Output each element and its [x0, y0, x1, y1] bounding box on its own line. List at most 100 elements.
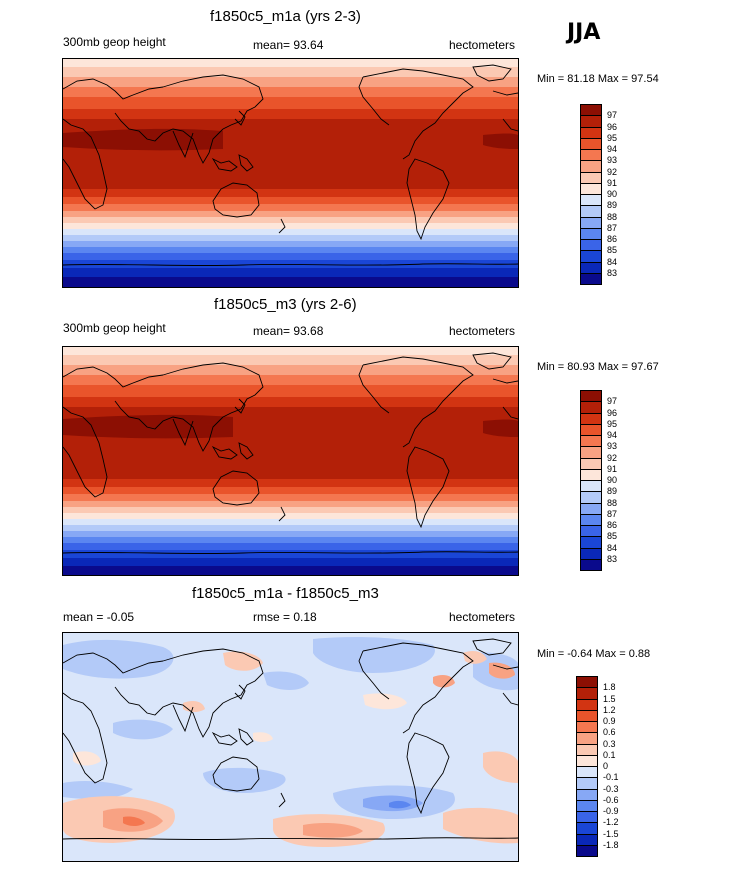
season-label: JJA	[567, 20, 601, 45]
colorbar-tick-label: 93	[607, 155, 618, 166]
colorbar-swatch	[581, 558, 601, 570]
colorbar-tick-label: -1.8	[603, 839, 619, 850]
colorbar-swatch	[581, 205, 601, 217]
colorbar-tick-label: 97	[607, 110, 618, 121]
colorbar-swatch	[581, 401, 601, 413]
colorbar-swatch	[581, 216, 601, 228]
colorbar-frame	[576, 676, 598, 857]
colorbar-tick-label: 1.8	[603, 682, 616, 693]
colorbar-tick-label: -0.3	[603, 783, 619, 794]
colorbar-tick-label: 1.2	[603, 704, 616, 715]
colorbar-swatch	[581, 182, 601, 194]
colorbar-tick-label: 83	[607, 267, 618, 278]
colorbar-tick-label: 90	[607, 189, 618, 199]
colorbar-tick-label: 95	[607, 418, 618, 429]
colorbar-swatch	[577, 754, 597, 766]
colorbar-swatch	[581, 250, 601, 262]
panel3-rmse-label: rmse = 0.18	[253, 610, 317, 624]
colorbar-swatch	[581, 160, 601, 172]
colorbar-tick-label: 96	[607, 407, 618, 418]
colorbar-tick-label: 92	[607, 452, 618, 463]
colorbar-swatch	[581, 104, 601, 116]
colorbar-swatch	[581, 491, 601, 503]
colorbar-swatch	[581, 525, 601, 537]
colorbar-swatch	[577, 721, 597, 733]
colorbar-swatch	[577, 743, 597, 755]
colorbar-swatch	[577, 687, 597, 699]
colorbar-tick-label: 87	[607, 508, 618, 519]
colorbar-swatch	[577, 833, 597, 845]
colorbar-swatch	[581, 446, 601, 458]
colorbar-tick-label: -0.9	[603, 806, 619, 816]
panel1-map	[62, 58, 519, 288]
panel1-title: f1850c5_m1a (yrs 2-3)	[210, 8, 361, 25]
colorbar-tick-label: 89	[607, 486, 618, 497]
colorbar-swatch	[581, 412, 601, 424]
panel3-title: f1850c5_m1a - f1850c5_m3	[192, 585, 379, 602]
panel1-units-label: hectometers	[449, 38, 516, 52]
colorbar-tick-label: -1.2	[603, 817, 619, 828]
panel3-map	[62, 632, 519, 862]
panel3-minmax-label: Min = -0.64 Max = 0.88	[537, 648, 651, 660]
colorbar-swatch	[581, 513, 601, 525]
colorbar-swatch	[577, 811, 597, 823]
colorbar-frame	[580, 390, 602, 571]
colorbar-tick-label: 88	[607, 497, 618, 508]
panel2-units-label: hectometers	[449, 324, 516, 338]
colorbar-tick-label: 91	[607, 177, 618, 188]
colorbar-swatch	[581, 137, 601, 149]
colorbar-swatch	[581, 171, 601, 183]
colorbar-tick-label: 83	[607, 553, 618, 564]
colorbar-swatch	[581, 423, 601, 435]
colorbar-tick-label: 0.9	[603, 716, 616, 726]
colorbar-swatch	[577, 799, 597, 811]
panel2-map	[62, 346, 519, 576]
colorbar-swatch	[581, 547, 601, 559]
colorbar-tick-label: 92	[607, 166, 618, 177]
colorbar-tick-label: 96	[607, 121, 618, 132]
colorbar-tick-label: 93	[607, 441, 618, 452]
colorbar-tick-label: 85	[607, 531, 618, 542]
colorbar-tick-label: 91	[607, 463, 618, 474]
colorbar-tick-label: 88	[607, 211, 618, 222]
colorbar-tick-label: 95	[607, 132, 618, 143]
panel3-mean-label: mean = -0.05	[63, 610, 135, 624]
colorbar-tick-label: 90	[607, 475, 618, 485]
panel3-colorbar: 1.8 1.5 1.2 0.9 0.6 0.3 0.1 0 -0.1 -0.3 -0.6 -0.9 -1…	[576, 676, 636, 857]
colorbar-tick-label: -0.6	[603, 794, 619, 805]
panel2-title: f1850c5_m3 (yrs 2-6)	[214, 296, 357, 313]
colorbar-tick-label: 84	[607, 542, 618, 553]
colorbar-tick-label: 94	[607, 144, 618, 154]
colorbar-swatch	[581, 457, 601, 469]
panel2-variable-label: 300mb geop height	[63, 321, 166, 335]
colorbar-swatch	[581, 536, 601, 548]
colorbar-frame	[580, 104, 602, 285]
colorbar-swatch	[581, 149, 601, 161]
panel2-mean-label: mean= 93.68	[253, 324, 324, 338]
colorbar-tick-label: 0.3	[603, 738, 616, 749]
panel1-mean-label: mean= 93.64	[253, 38, 324, 52]
colorbar-swatch	[577, 844, 597, 856]
colorbar-tick-label: -0.1	[603, 772, 619, 783]
colorbar-swatch	[581, 194, 601, 206]
panel2-colorbar: 97 96 95 94 93 92 91 90 89 88 87 86 85 84 83	[580, 390, 640, 571]
colorbar-swatch	[577, 777, 597, 789]
panel1-minmax-label: Min = 81.18 Max = 97.54	[537, 73, 659, 85]
colorbar-swatch	[577, 732, 597, 744]
panel1-variable-label: 300mb geop height	[63, 35, 166, 49]
panel1-colorbar: 97 96 95 94 93 92 91 90 89 88 87 86 85 84 83	[580, 104, 640, 285]
colorbar-tick-label: 89	[607, 200, 618, 211]
colorbar-tick-label: 0.6	[603, 727, 616, 738]
panel3-units-label: hectometers	[449, 610, 516, 624]
colorbar-swatch	[581, 435, 601, 447]
colorbar-tick-label: 97	[607, 396, 618, 407]
panel2-minmax-label: Min = 80.93 Max = 97.67	[537, 361, 659, 373]
colorbar-swatch	[577, 709, 597, 721]
colorbar-tick-label: 0.1	[603, 749, 616, 760]
colorbar-swatch	[581, 480, 601, 492]
colorbar-swatch	[577, 822, 597, 834]
colorbar-swatch	[581, 115, 601, 127]
colorbar-tick-label: 87	[607, 222, 618, 233]
colorbar-swatch	[577, 788, 597, 800]
colorbar-swatch	[581, 227, 601, 239]
